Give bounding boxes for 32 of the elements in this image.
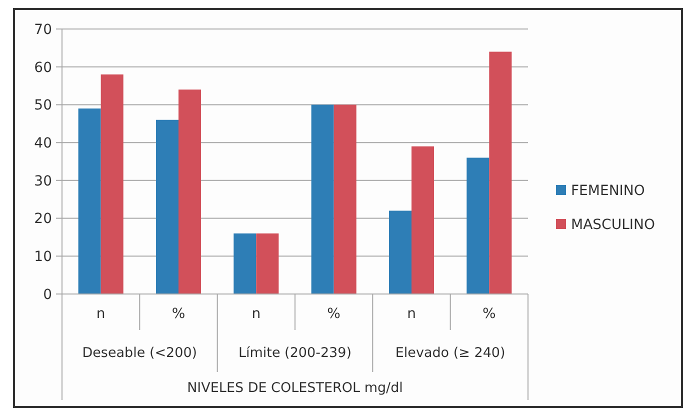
bar bbox=[489, 52, 512, 294]
y-tick-label: 60 bbox=[34, 60, 52, 76]
x-tick-label: % bbox=[327, 306, 340, 322]
x-tick-label: % bbox=[172, 306, 186, 322]
y-tick-label: 10 bbox=[34, 249, 52, 266]
bar bbox=[234, 233, 256, 294]
x-tick-label: n bbox=[252, 306, 261, 322]
x-tick-label: n bbox=[407, 306, 416, 322]
x-axis-title: NIVELES DE COLESTEROL mg/dl bbox=[187, 380, 403, 396]
bar bbox=[311, 104, 334, 294]
y-tick-label: 70 bbox=[34, 22, 52, 38]
y-tick-label: 40 bbox=[34, 135, 52, 152]
bar bbox=[412, 146, 434, 294]
bar bbox=[100, 74, 124, 294]
text: Elevado (≥ 240) bbox=[395, 345, 506, 361]
y-tick-label: 20 bbox=[34, 211, 52, 228]
x-tick-label: n bbox=[96, 306, 106, 322]
y-tick-label: 50 bbox=[34, 98, 52, 114]
bar bbox=[178, 90, 202, 294]
bar bbox=[256, 233, 279, 294]
y-tick-label: 0 bbox=[43, 286, 52, 303]
y-tick-label: 30 bbox=[34, 173, 52, 190]
legend-label: MASCULINO bbox=[571, 216, 655, 233]
bar bbox=[334, 104, 356, 294]
text: Deseable (<200) bbox=[82, 345, 198, 361]
bar bbox=[388, 210, 412, 294]
bar bbox=[156, 120, 178, 294]
text: Límite (200-239) bbox=[238, 345, 352, 361]
bar bbox=[466, 158, 490, 294]
x-tick-label: % bbox=[482, 306, 496, 322]
bar bbox=[78, 108, 101, 294]
legend-label: FEMENINO bbox=[571, 182, 645, 199]
